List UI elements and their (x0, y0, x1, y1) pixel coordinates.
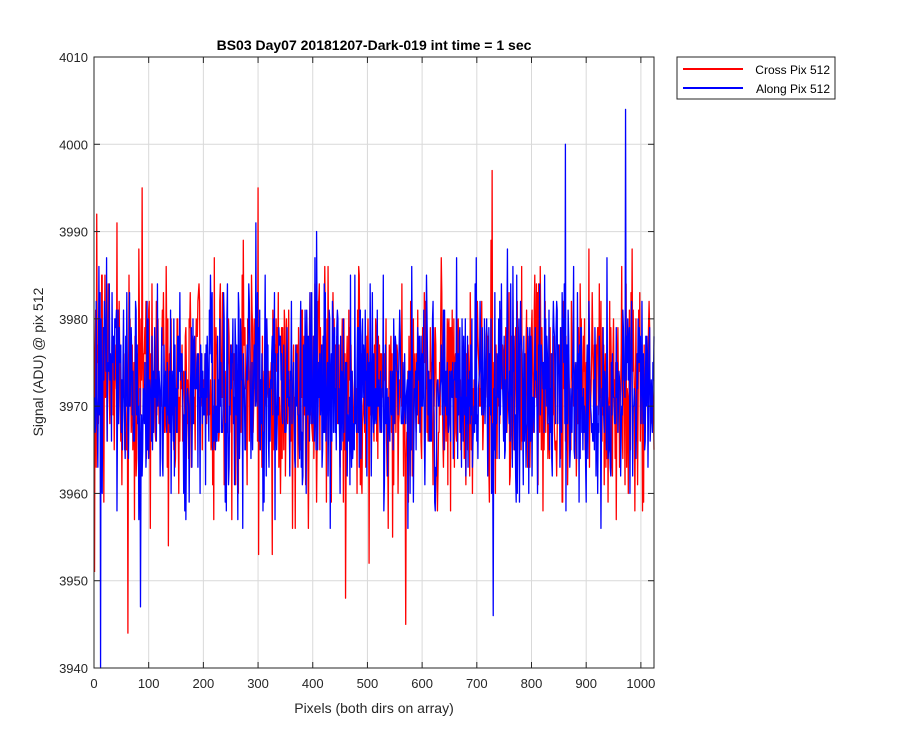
x-axis-label: Pixels (both dirs on array) (294, 700, 454, 716)
x-tick-label: 300 (247, 676, 269, 691)
x-tick-label: 700 (466, 676, 488, 691)
y-tick-label: 3980 (59, 312, 88, 327)
y-tick-label: 3950 (59, 574, 88, 589)
y-tick-label: 3990 (59, 225, 88, 240)
axes-box (93, 56, 655, 669)
plot-area: 0 100 200 300 400 500 600 700 800 900 1000 3940 3950… (59, 50, 655, 691)
x-tick-label: 400 (302, 676, 324, 691)
y-axis-label: Signal (ADU) @ pix 512 (30, 287, 46, 436)
legend-label-along: Along Pix 512 (756, 82, 830, 96)
ticks: 0 100 200 300 400 500 600 700 800 900 1000 3940 3950… (59, 50, 655, 691)
x-tick-label: 0 (90, 676, 97, 691)
chart-title: BS03 Day07 20181207-Dark-019 int time = … (217, 37, 532, 53)
series-line-along-pix-512 (93, 108, 655, 669)
x-tick-label: 1000 (626, 676, 655, 691)
y-tick-label: 3960 (59, 486, 88, 501)
y-tick-label: 3940 (59, 661, 88, 676)
x-tick-label: 900 (575, 676, 597, 691)
x-tick-label: 100 (138, 676, 160, 691)
x-tick-label: 200 (193, 676, 215, 691)
legend-label-cross: Cross Pix 512 (755, 63, 830, 77)
legend-box (676, 56, 836, 100)
legend: Cross Pix 512 Along Pix 512 (676, 56, 836, 100)
x-tick-label: 600 (411, 676, 433, 691)
x-tick-label: 800 (521, 676, 543, 691)
y-tick-label: 4010 (59, 50, 88, 65)
x-tick-label: 500 (357, 676, 379, 691)
series-layer (93, 108, 655, 669)
y-tick-label: 3970 (59, 399, 88, 414)
y-tick-label: 4000 (59, 137, 88, 152)
